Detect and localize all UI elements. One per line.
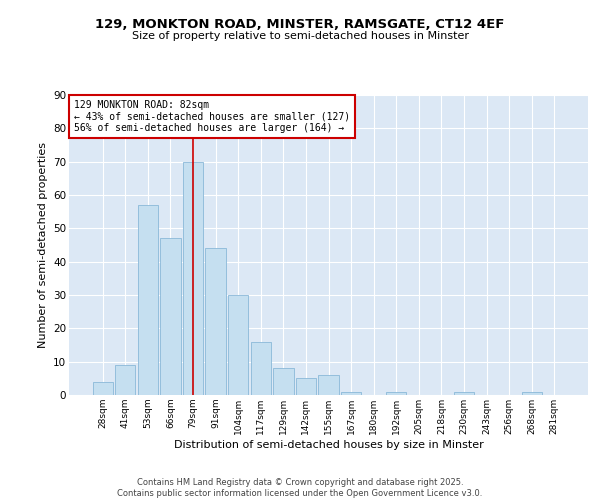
Bar <box>92 382 113 395</box>
Bar <box>521 392 542 395</box>
Y-axis label: Number of semi-detached properties: Number of semi-detached properties <box>38 142 47 348</box>
Bar <box>319 375 338 395</box>
X-axis label: Distribution of semi-detached houses by size in Minster: Distribution of semi-detached houses by … <box>173 440 484 450</box>
Bar <box>296 378 316 395</box>
Bar <box>205 248 226 395</box>
Text: Size of property relative to semi-detached houses in Minster: Size of property relative to semi-detach… <box>131 31 469 41</box>
Text: Contains HM Land Registry data © Crown copyright and database right 2025.
Contai: Contains HM Land Registry data © Crown c… <box>118 478 482 498</box>
Bar <box>138 205 158 395</box>
Bar <box>386 392 406 395</box>
Bar <box>454 392 474 395</box>
Text: 129, MONKTON ROAD, MINSTER, RAMSGATE, CT12 4EF: 129, MONKTON ROAD, MINSTER, RAMSGATE, CT… <box>95 18 505 30</box>
Bar <box>341 392 361 395</box>
Text: 129 MONKTON ROAD: 82sqm
← 43% of semi-detached houses are smaller (127)
56% of s: 129 MONKTON ROAD: 82sqm ← 43% of semi-de… <box>74 100 350 132</box>
Bar <box>160 238 181 395</box>
Bar <box>115 365 136 395</box>
Bar <box>228 295 248 395</box>
Bar <box>273 368 293 395</box>
Bar <box>251 342 271 395</box>
Bar <box>183 162 203 395</box>
